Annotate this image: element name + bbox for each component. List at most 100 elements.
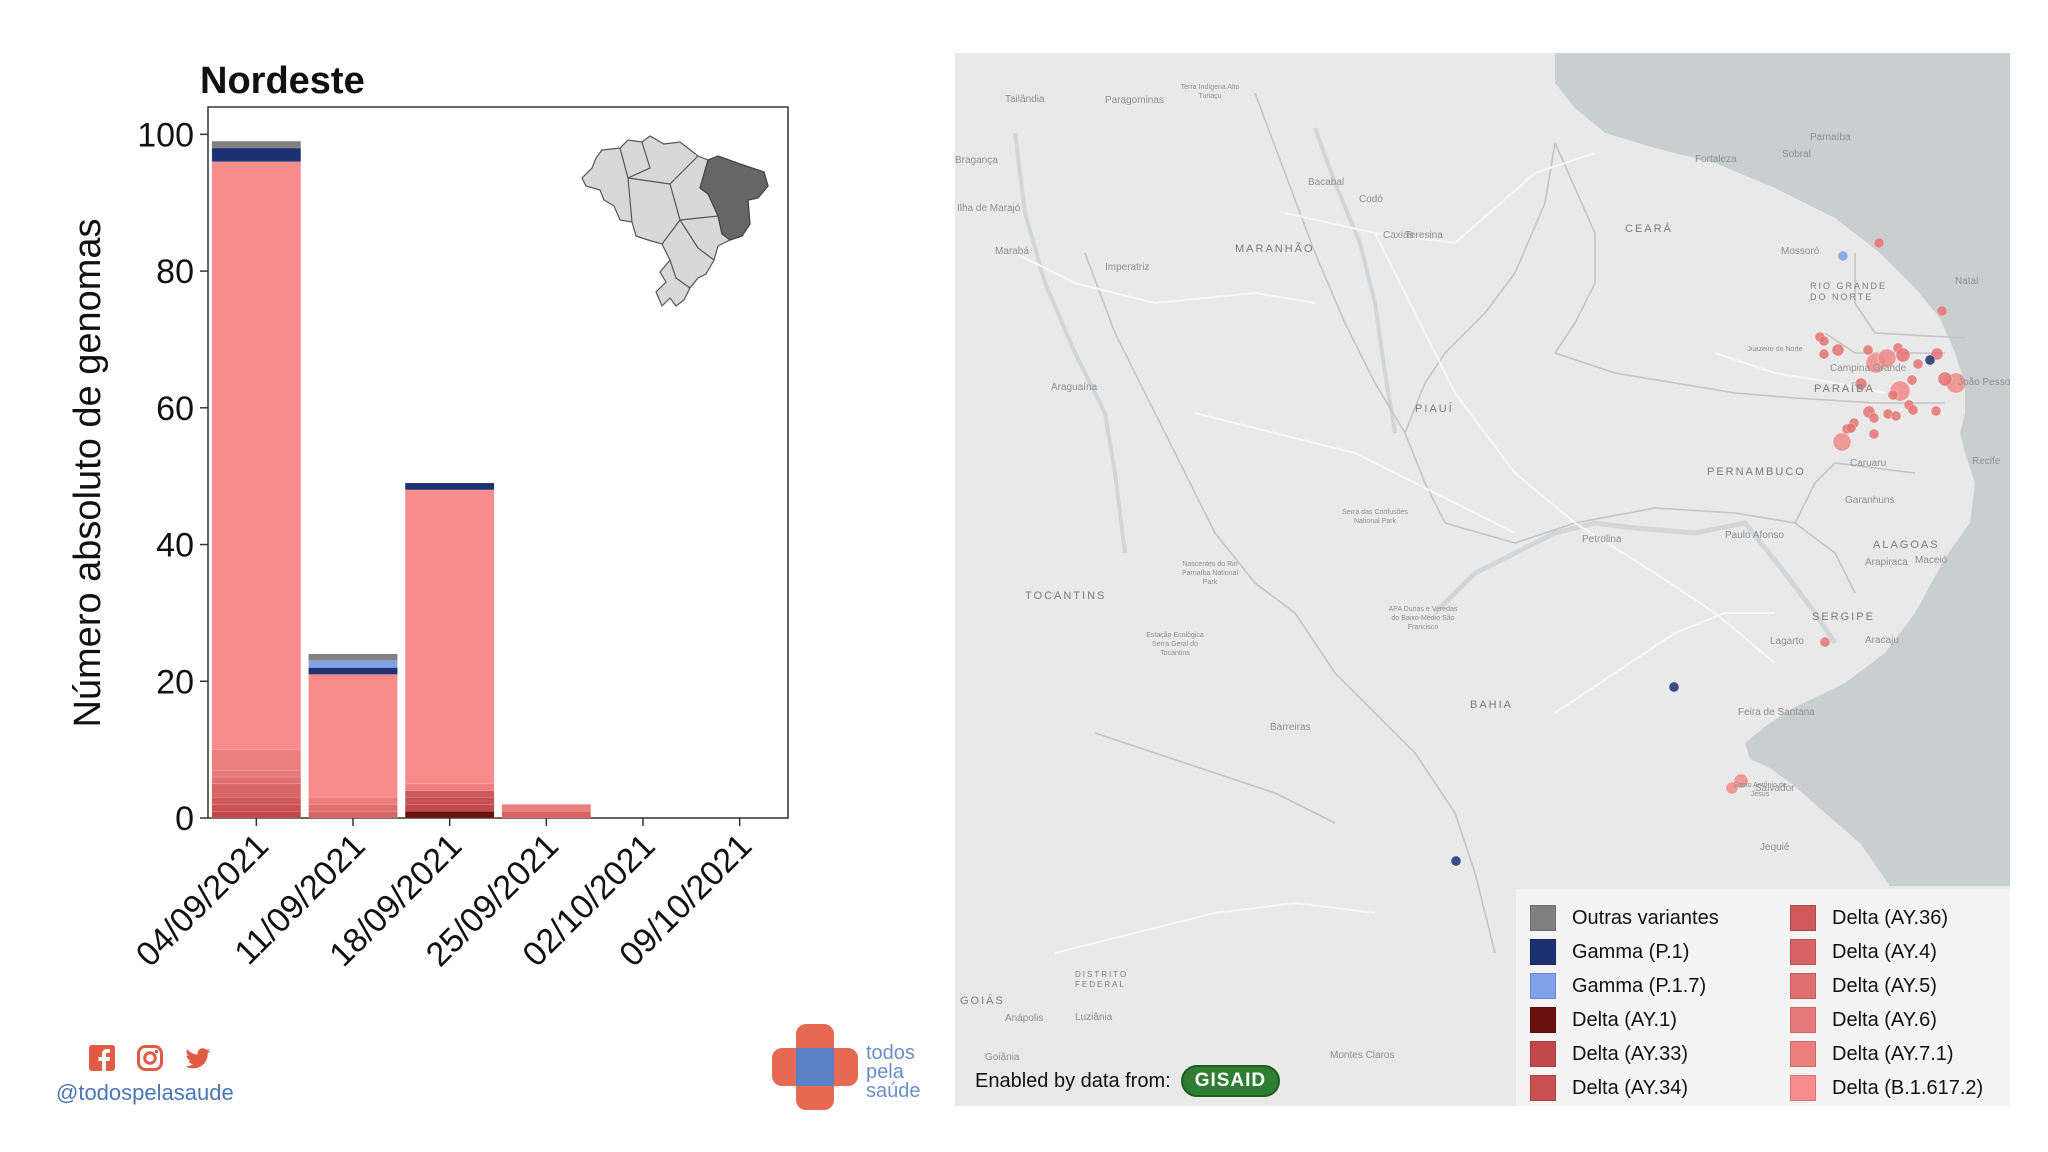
- gisaid-logo[interactable]: GISAID: [1180, 1065, 1281, 1097]
- legend-label: Delta (AY.4): [1832, 940, 1937, 963]
- city-label: Lagarto: [1770, 636, 1804, 647]
- city-label: Goiânia: [985, 1052, 1020, 1063]
- bar-segment: [211, 161, 302, 750]
- genome-dot[interactable]: [1818, 348, 1830, 360]
- legend-item[interactable]: Delta (AY.6): [1790, 1003, 2010, 1037]
- genome-dot[interactable]: [1887, 389, 1899, 401]
- legend-item[interactable]: Delta (AY.5): [1790, 969, 2010, 1003]
- legend-label: Delta (AY.5): [1832, 974, 1937, 997]
- city-label: Barreiras: [1270, 722, 1311, 733]
- city-label: Teresina: [1405, 230, 1443, 241]
- y-tick-label: 40: [156, 527, 194, 565]
- genome-dot[interactable]: [1831, 343, 1845, 357]
- legend-label: Gamma (P.1.7): [1572, 974, 1707, 997]
- legend-label: Delta (AY.33): [1572, 1042, 1688, 1065]
- genome-dot[interactable]: [1873, 237, 1885, 249]
- genome-dot[interactable]: [1845, 422, 1857, 434]
- y-tick-label: 20: [156, 663, 194, 701]
- legend-label: Gamma (P.1): [1572, 940, 1690, 963]
- city-label: Fortaleza: [1695, 154, 1737, 165]
- genome-dot[interactable]: [1818, 335, 1830, 347]
- y-tick-label: 100: [137, 116, 194, 154]
- bar-segment: [404, 489, 495, 785]
- city-label: Sobral: [1782, 149, 1811, 160]
- city-label: Mossoró: [1781, 246, 1820, 257]
- city-label: Paragominas: [1105, 95, 1164, 106]
- city-label: Garanhuns: [1845, 495, 1895, 506]
- city-label: Imperatriz: [1105, 262, 1150, 273]
- map-base: [1013, 53, 2010, 954]
- facebook-icon[interactable]: [88, 1044, 116, 1072]
- genome-dot[interactable]: [1733, 773, 1749, 789]
- legend-item[interactable]: Gamma (P.1): [1530, 935, 1790, 969]
- genome-dot[interactable]: [1832, 432, 1852, 452]
- bar-segment: [211, 140, 302, 149]
- genome-dot[interactable]: [1854, 377, 1868, 391]
- city-label: Natal: [1955, 276, 1979, 287]
- brand-line-2: pela: [866, 1061, 904, 1083]
- genome-dot[interactable]: [1868, 412, 1880, 424]
- legend-swatch: [1790, 1075, 1816, 1101]
- legend-item[interactable]: Outras variantes: [1530, 901, 1790, 935]
- brazil-inset-map: [581, 135, 769, 308]
- bar-segment: [308, 667, 398, 675]
- genome-dot[interactable]: [1668, 681, 1680, 693]
- genome-dot[interactable]: [1895, 347, 1911, 363]
- brand-line-3: saúde: [866, 1080, 921, 1102]
- state-label: MARANHÃO: [1235, 243, 1315, 255]
- genome-dot[interactable]: [1819, 636, 1831, 648]
- legend-item[interactable]: Delta (AY.4): [1790, 935, 2010, 969]
- legend-item[interactable]: Gamma (P.1.7): [1530, 969, 1790, 1003]
- genome-dot[interactable]: [1837, 250, 1849, 262]
- legend-item[interactable]: Delta (AY.36): [1790, 901, 2010, 935]
- state-label: PERNAMBUCO: [1707, 466, 1806, 478]
- instagram-icon[interactable]: [136, 1044, 164, 1072]
- state-borders: [1084, 92, 1966, 954]
- legend-item[interactable]: Delta (AY.34): [1530, 1071, 1790, 1105]
- city-label: Arapiraca: [1865, 557, 1908, 568]
- legend-item[interactable]: Delta (AY.33): [1530, 1037, 1790, 1071]
- city-label: Luziânia: [1075, 1012, 1113, 1023]
- city-label: Bacabal: [1308, 177, 1345, 188]
- genome-dot[interactable]: [1890, 410, 1902, 422]
- legend-item[interactable]: Delta (B.1.617.2): [1790, 1071, 2010, 1105]
- state-label: SERGIPE: [1812, 611, 1875, 623]
- bar-segment: [404, 783, 495, 791]
- genome-dot[interactable]: [1725, 781, 1739, 795]
- city-label: Marabá: [995, 246, 1029, 257]
- legend-item[interactable]: Delta (AY.1): [1530, 1003, 1790, 1037]
- city-label: Montes Claros: [1330, 1050, 1395, 1061]
- genome-dot[interactable]: [1912, 358, 1924, 370]
- city-label: Ilha de Marajó: [957, 203, 1021, 214]
- gisaid-attribution: Enabled by data from: GISAID: [975, 1065, 1281, 1097]
- todos-pela-saude-logo: [772, 1024, 858, 1110]
- bar-segment: [211, 804, 302, 812]
- state-label: ALAGOAS: [1873, 539, 1940, 551]
- genome-dot[interactable]: [1937, 371, 1953, 387]
- city-label: Serra das Confusões National Park: [1342, 509, 1408, 525]
- roads: [1014, 152, 1886, 954]
- legend-swatch: [1530, 1041, 1556, 1067]
- bar-segment: [404, 797, 495, 805]
- genome-dot[interactable]: [1877, 348, 1897, 368]
- attribution-text: Enabled by data from:: [975, 1069, 1171, 1092]
- genome-dot[interactable]: [1906, 374, 1918, 386]
- legend-swatch: [1530, 1075, 1556, 1101]
- genome-dots: [1450, 237, 1967, 867]
- bar-segment: [308, 674, 398, 798]
- genome-dot[interactable]: [1907, 404, 1919, 416]
- legend-item[interactable]: Delta (AY.7.1): [1790, 1037, 2010, 1071]
- sea-area: [1555, 53, 2010, 886]
- genome-dot[interactable]: [1936, 305, 1948, 317]
- genome-dot[interactable]: [1450, 855, 1462, 867]
- genome-dot[interactable]: [1924, 354, 1936, 366]
- legend-label: Delta (AY.36): [1832, 906, 1948, 929]
- social-handle[interactable]: @todospelasaude: [56, 1080, 234, 1105]
- twitter-icon[interactable]: [184, 1044, 212, 1072]
- genome-dot[interactable]: [1930, 405, 1942, 417]
- city-label: Parnaíba: [1810, 132, 1851, 143]
- genome-dot[interactable]: [1862, 344, 1874, 356]
- y-axis-label: Número absoluto de genomas: [67, 218, 109, 727]
- genome-dot[interactable]: [1868, 428, 1880, 440]
- state-label: BAHIA: [1470, 699, 1514, 711]
